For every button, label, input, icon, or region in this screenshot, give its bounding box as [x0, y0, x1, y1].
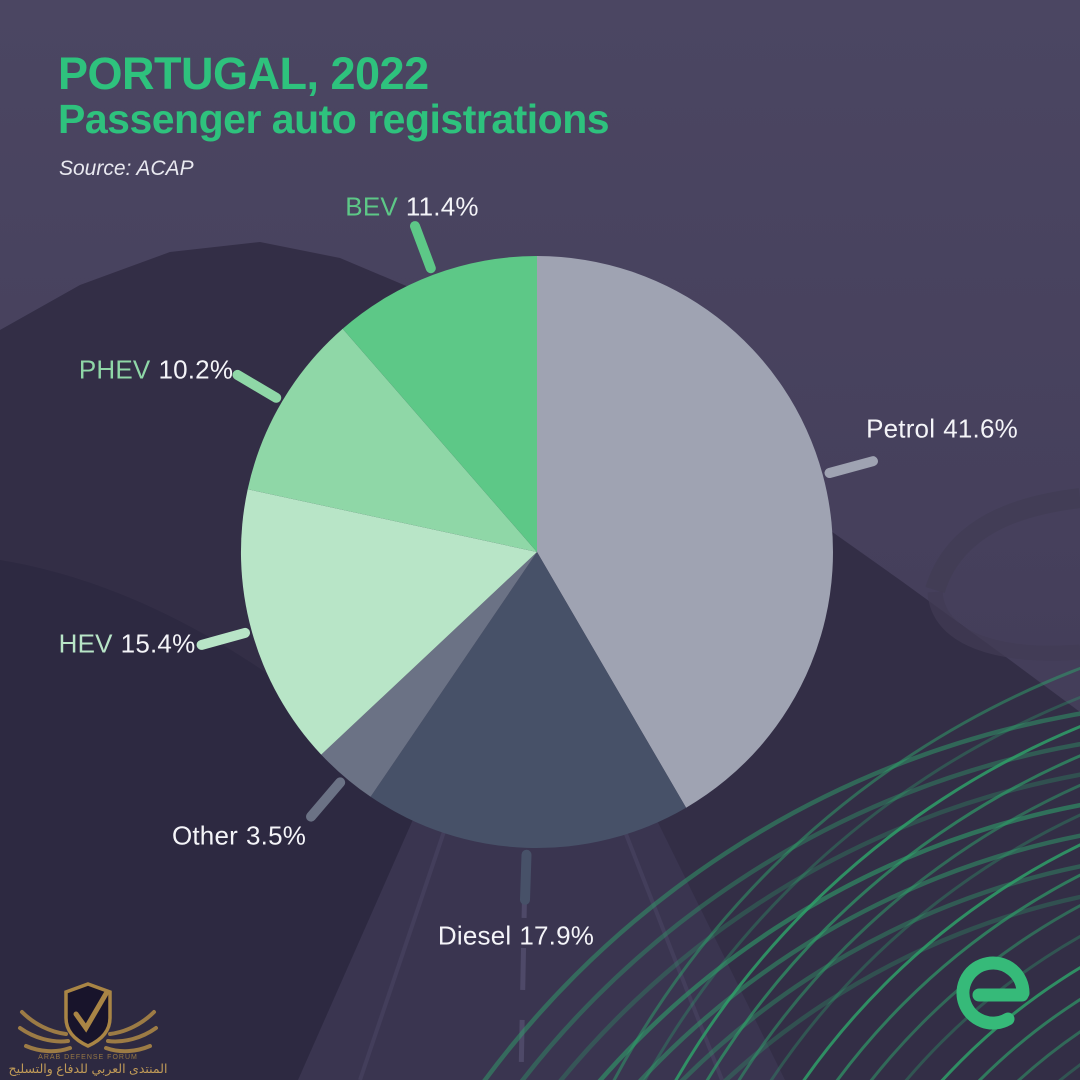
- pie-label-name: HEV: [58, 628, 113, 659]
- shield-icon: [64, 982, 112, 1048]
- left-wing-icon: [18, 1010, 72, 1054]
- title-line2: Passenger auto registrations: [58, 95, 610, 142]
- pie-label-other: Other 3.5%: [172, 821, 306, 852]
- header: PORTUGAL, 2022 Passenger auto registrati…: [58, 48, 610, 181]
- watermark-arabic-text: المنتدى العربي للدفاع والتسليح: [9, 1062, 168, 1077]
- leader-line-phev: [232, 369, 282, 403]
- source-note: Source: ACAP: [59, 157, 194, 181]
- leader-line-other: [306, 777, 346, 822]
- watermark-latin-text: ARAB DEFENSE FORUM: [38, 1054, 138, 1061]
- watermark: ARAB DEFENSE FORUM المنتدى العربي للدفاع…: [8, 978, 168, 1078]
- pie-label-petrol: Petrol 41.6%: [866, 414, 1018, 445]
- pie-label-name: Diesel: [437, 920, 512, 951]
- pie-slice-hev: [240, 489, 537, 755]
- pie-label-name: Petrol: [866, 413, 936, 444]
- pie-label-name: BEV: [345, 191, 398, 222]
- pie-label-name: Other: [171, 820, 238, 851]
- pie-label-bev: BEV 11.4%: [345, 192, 478, 223]
- pie-label-value: 41.6%: [943, 413, 1018, 444]
- leader-line-petrol: [824, 456, 878, 478]
- pie-label-name: PHEV: [78, 354, 151, 385]
- pie-label-value: 10.2%: [158, 354, 234, 385]
- hairpin-road: [925, 488, 1080, 594]
- pie-slice-petrol: [537, 256, 833, 808]
- leader-line-diesel: [520, 849, 532, 905]
- hairpin-road-lower: [927, 590, 1080, 661]
- e-logo: [956, 956, 1030, 1030]
- right-wing-icon: [104, 1010, 158, 1054]
- pie-slice-other: [321, 552, 537, 797]
- pie-slice-phev: [247, 328, 537, 552]
- pie-label-hev: HEV 15.4%: [59, 629, 196, 660]
- pie-label-value: 17.9%: [519, 920, 595, 951]
- pie-label-value: 15.4%: [120, 628, 196, 659]
- leader-line-hev: [196, 627, 250, 650]
- pie-label-diesel: Diesel 17.9%: [438, 921, 594, 952]
- title-line1: PORTUGAL, 2022: [58, 48, 429, 99]
- pie-label-phev: PHEV 10.2%: [79, 355, 233, 386]
- pie-slice-diesel: [370, 552, 687, 848]
- pie-slice-bev: [342, 256, 537, 552]
- pie-label-value: 3.5%: [245, 820, 307, 851]
- page-title: PORTUGAL, 2022 Passenger auto registrati…: [58, 48, 610, 142]
- pie-label-value: 11.4%: [405, 191, 479, 222]
- leader-line-bev: [410, 221, 436, 274]
- road: [298, 636, 785, 1080]
